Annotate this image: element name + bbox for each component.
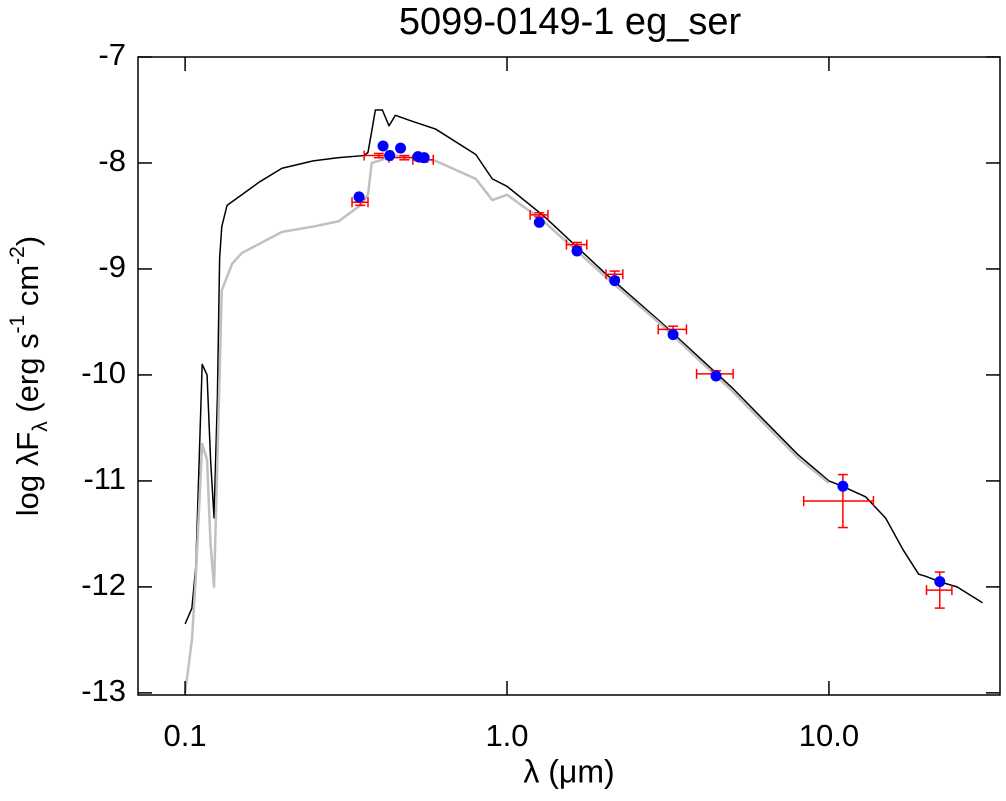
x-tick-label: 10.0 [799,718,859,753]
model-point [837,480,849,492]
y-label-part: ) [10,236,45,246]
y-tick-label: -12 [81,567,126,602]
model-point [353,191,365,203]
model-point [934,576,946,588]
sed-curve [184,109,983,625]
y-label-sup: -1 [6,315,29,334]
model-point [571,245,583,257]
y-label-part: cm [10,265,45,315]
chart-title: 5099-0149-1 eg_ser [399,1,742,43]
y-label-sup: -2 [6,246,29,265]
model-point [377,140,389,152]
y-tick-label: -7 [98,37,126,72]
x-tick-label: 0.1 [164,718,207,753]
x-tick-label: 1.0 [485,718,528,753]
y-label-part: log λF [10,432,45,516]
x-axis-label: λ (μm) [523,753,614,789]
model-point [710,370,722,382]
y-axis-label: log λFλ (erg s-1 cm-2) [6,236,52,516]
y-label-part: (erg s [10,333,45,421]
y-tick-label: -9 [98,249,126,284]
y-tick-label: -8 [98,143,126,178]
plot-frame [137,56,1001,696]
model-point [667,329,679,341]
y-tick-label: -13 [81,673,126,708]
y-tick-label: -10 [81,355,126,390]
model-point [609,275,621,287]
model-point [533,216,545,228]
y-label-sub: λ [29,421,52,432]
model-point [418,152,430,164]
y-tick-label: -11 [83,461,126,496]
model-point [384,150,396,162]
model-point [395,142,407,154]
plot-area [183,109,983,694]
